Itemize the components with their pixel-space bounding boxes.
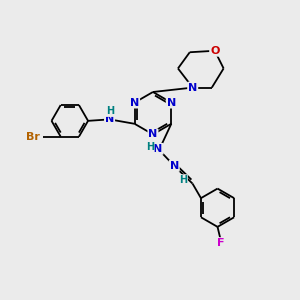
Text: N: N (188, 82, 197, 93)
Text: N: N (130, 98, 139, 108)
Text: N: N (167, 98, 176, 108)
Text: Br: Br (26, 132, 40, 142)
Text: O: O (210, 46, 220, 56)
Text: N: N (148, 129, 158, 140)
Text: N: N (169, 161, 179, 171)
Text: F: F (217, 238, 225, 248)
Text: N: N (153, 144, 163, 154)
Text: H: H (106, 106, 114, 116)
Text: N: N (105, 114, 114, 124)
Text: H: H (179, 175, 187, 185)
Text: H: H (146, 142, 154, 152)
